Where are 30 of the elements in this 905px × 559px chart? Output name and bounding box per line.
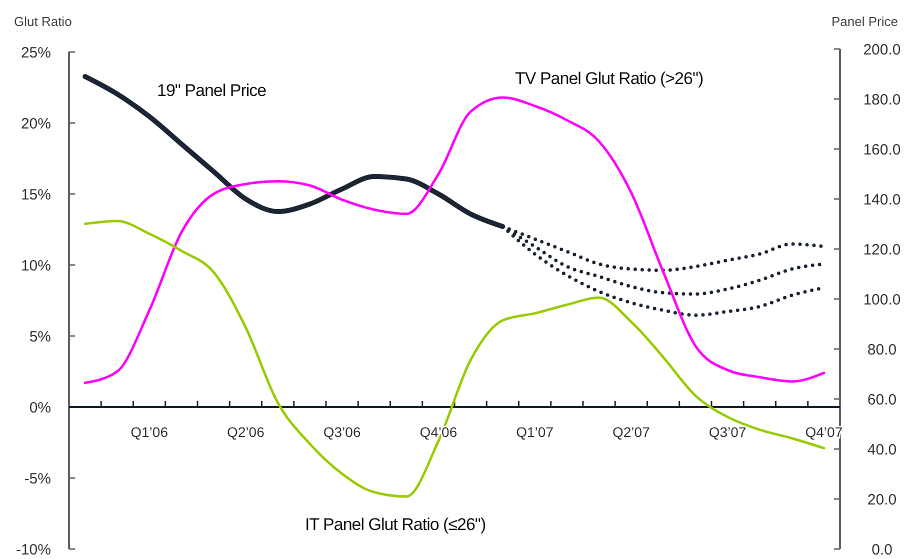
x-tick-label: Q2’07: [612, 424, 650, 440]
y2-tick-label: 0.0: [872, 541, 892, 558]
y-axis-title: Glut Ratio: [14, 14, 72, 29]
y2-tick-label: 40.0: [867, 441, 897, 458]
series-label: TV Panel Glut Ratio (>26"): [515, 69, 704, 88]
series-label: 19" Panel Price: [157, 81, 266, 100]
y2-tick-label: 200.0: [863, 41, 901, 58]
y2-tick-label: 140.0: [863, 191, 901, 208]
x-tick-label: Q2’06: [227, 424, 265, 440]
y2-axis-title: Panel Price: [832, 14, 898, 29]
x-tick-label: Q3’06: [323, 424, 361, 440]
x-tick-label: Q3’07: [708, 424, 746, 440]
x-tick-label: Q1’06: [130, 424, 168, 440]
y-tick-label: -10%: [16, 541, 51, 558]
series-label: IT Panel Glut Ratio (≤26"): [305, 515, 486, 534]
y2-tick-label: 80.0: [867, 341, 897, 358]
y-tick-label: 10%: [20, 257, 51, 274]
y2-tick-label: 20.0: [867, 491, 897, 508]
y-tick-label: 20%: [20, 115, 51, 132]
y-tick-label: 0%: [29, 399, 51, 416]
y-tick-label: 15%: [20, 186, 51, 204]
y2-tick-label: 160.0: [863, 141, 901, 158]
y2-tick-label: 100.0: [863, 291, 901, 308]
y-tick-label: -5%: [24, 470, 51, 488]
y-tick-label: 5%: [29, 328, 51, 346]
y2-tick-label: 120.0: [863, 241, 901, 258]
y2-tick-label: 60.0: [867, 391, 897, 408]
y-tick-label: 25%: [20, 44, 51, 62]
x-tick-label: Q1’07: [516, 424, 554, 440]
y2-tick-label: 180.0: [863, 91, 901, 108]
